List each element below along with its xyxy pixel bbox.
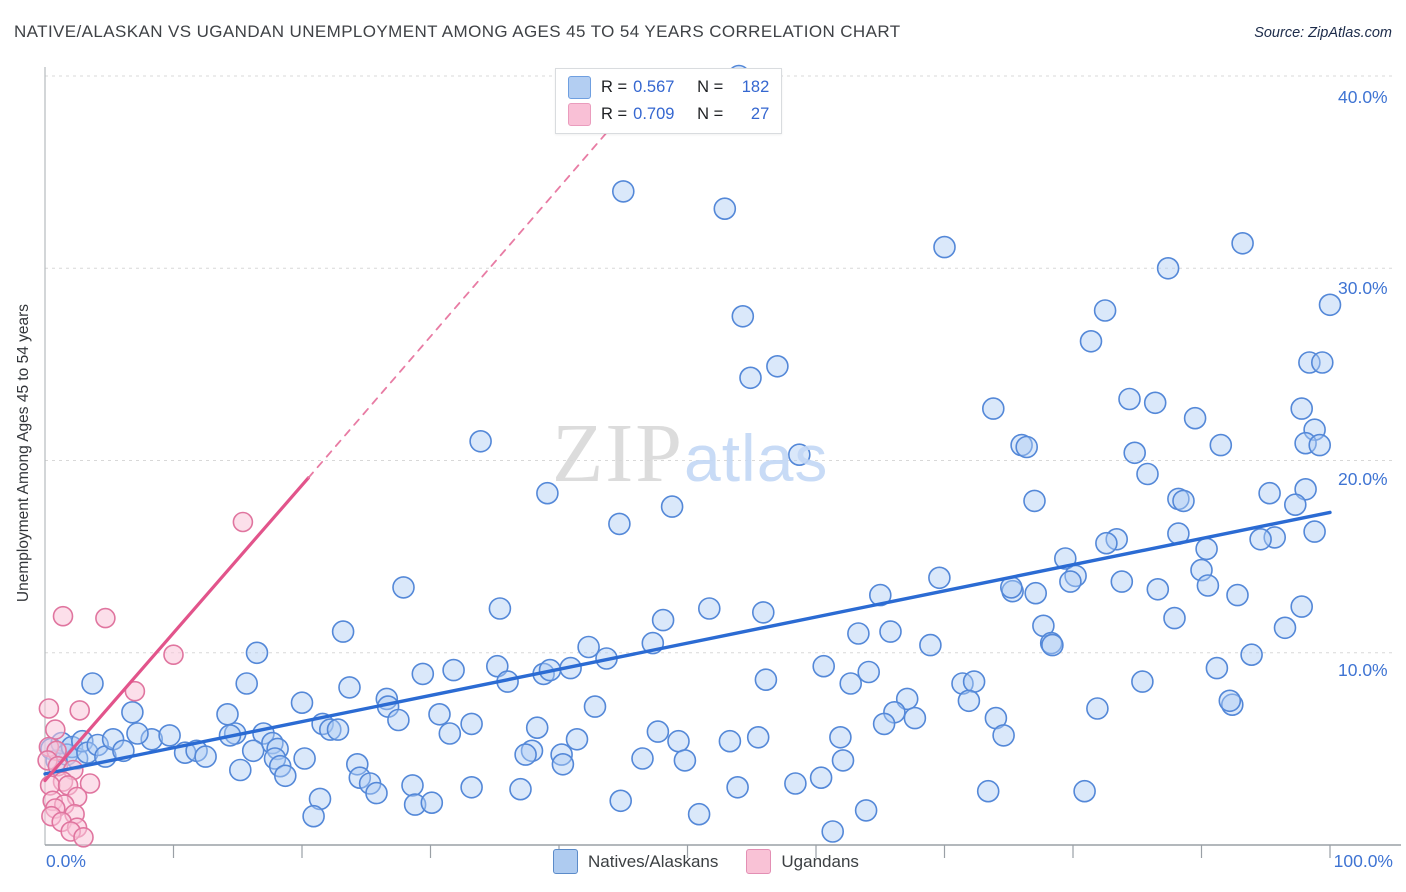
legend-item-natives: Natives/Alaskans	[553, 849, 718, 874]
ugandans-legend-swatch-icon	[746, 849, 772, 874]
y-tick-label-20: 20.0%	[1338, 469, 1388, 489]
y-tick-label-40: 40.0%	[1338, 87, 1388, 107]
page-title: NATIVE/ALASKAN VS UGANDAN UNEMPLOYMENT A…	[14, 22, 901, 41]
stats-row-natives: R = 0.567 N = 182	[568, 76, 769, 99]
x-tick-label-100: 100.0%	[1333, 851, 1393, 871]
n-value-ugandans: 27	[750, 105, 770, 123]
source-attribution: Source: ZipAtlas.com	[1254, 25, 1392, 41]
x-tick-label-0: 0.0%	[46, 851, 86, 871]
r-label: R =	[601, 78, 628, 96]
series-legend: Natives/Alaskans Ugandans	[553, 849, 859, 874]
r-value-ugandans: 0.709	[633, 105, 675, 123]
natives-swatch-icon	[568, 76, 591, 99]
y-axis-title: Unemployment Among Ages 45 to 54 years	[15, 303, 32, 603]
legend-item-ugandans: Ugandans	[746, 849, 859, 874]
n-value-natives: 182	[741, 78, 770, 96]
r-value-natives: 0.567	[633, 78, 675, 96]
ugandans-swatch-icon	[568, 103, 591, 126]
y-tick-label-30: 30.0%	[1338, 278, 1388, 298]
y-tick-label-10: 10.0%	[1338, 660, 1388, 680]
r-label: R =	[601, 105, 628, 123]
n-label: N =	[697, 78, 724, 96]
stats-row-ugandans: R = 0.709 N = 27	[568, 103, 769, 126]
legend-label-natives: Natives/Alaskans	[588, 851, 719, 871]
n-label: N =	[697, 105, 724, 123]
stats-legend: R = 0.567 N = 182 R = 0.709 N = 27	[555, 68, 783, 134]
natives-legend-swatch-icon	[553, 849, 578, 874]
legend-label-ugandans: Ugandans	[781, 851, 859, 871]
